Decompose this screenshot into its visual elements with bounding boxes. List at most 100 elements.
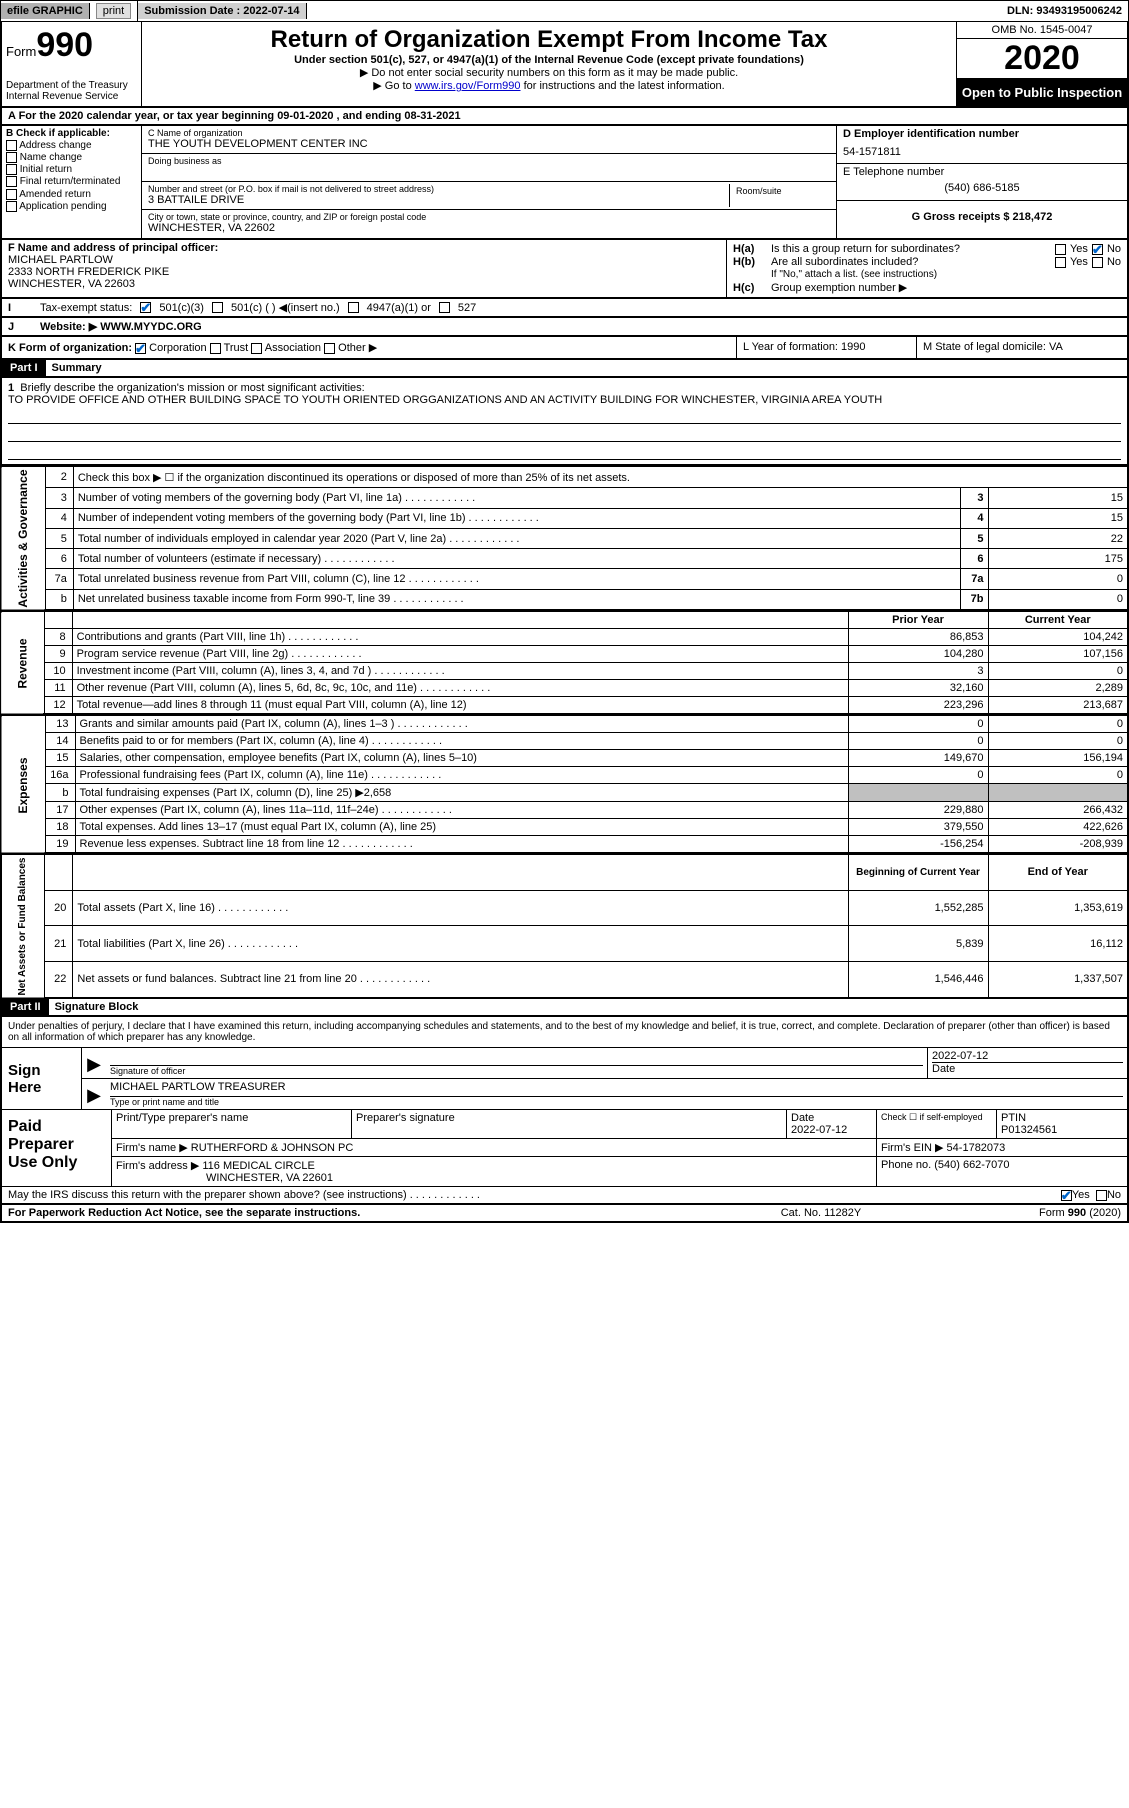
cb-amended-return[interactable]: Amended return [6,189,137,200]
street-value: 3 BATTAILE DRIVE [148,194,729,206]
org-name-cell: C Name of organization THE YOUTH DEVELOP… [142,126,836,154]
officer-addr1: 2333 NORTH FREDERICK PIKE [8,266,720,278]
col-b-header: B Check if applicable: [6,128,137,139]
part-i-header-row: Part I Summary [0,360,1129,378]
cb-501c[interactable] [212,302,223,313]
firm-ein-cell: Firm's EIN ▶ 54-1782073 [877,1139,1127,1156]
header-mid: Return of Organization Exempt From Incom… [142,22,957,106]
part-ii-header-row: Part II Signature Block [0,999,1129,1017]
firm-addr-cell: Firm's address ▶ 116 MEDICAL CIRCLE WINC… [112,1157,877,1186]
subtitle-3: ▶ Go to www.irs.gov/Form990 for instruct… [150,79,948,92]
cb-application-pending[interactable]: Application pending [6,201,137,212]
header-right: OMB No. 1545-0047 2020 Open to Public In… [957,22,1127,106]
cb-name-change[interactable]: Name change [6,152,137,163]
cb-501c3[interactable] [140,302,151,313]
dln-label: DLN: 93493195006242 [1001,3,1128,19]
address-row: Number and street (or P.O. box if mail i… [142,182,836,210]
ha-text: Is this a group return for subordinates? [771,243,1051,255]
cb-4947[interactable] [348,302,359,313]
q2-text: Check this box ▶ ☐ if the organization d… [73,467,1128,488]
header-left: Form990 Department of the Treasury Inter… [2,22,142,106]
part-ii-badge: Part II [2,999,49,1015]
sig-date-field: 2022-07-12 Date [927,1048,1127,1078]
city-label: City or town, state or province, country… [148,212,830,222]
expenses-table: Expenses 13Grants and similar amounts pa… [0,715,1129,854]
tel-value: (540) 686-5185 [843,182,1121,194]
room-cell: Room/suite [730,184,830,207]
preparer-sig-cell[interactable]: Preparer's signature [352,1110,787,1138]
gross-receipts: G Gross receipts $ 218,472 [843,211,1121,223]
open-public-badge: Open to Public Inspection [957,79,1127,106]
ein-cell: D Employer identification number 54-1571… [837,126,1127,164]
beg-year-header: Beginning of Current Year [848,855,988,891]
hc-label: H(c) [733,282,767,294]
officer-signature-field[interactable]: Signature of officer [106,1048,927,1078]
org-name-label: C Name of organization [148,128,830,138]
ein-label: D Employer identification number [843,128,1121,140]
governance-table: Activities & Governance 2 Check this box… [0,466,1129,611]
vert-governance: Activities & Governance [1,467,45,611]
paid-preparer-label: Paid Preparer Use Only [2,1110,112,1186]
discuss-yes-checkbox[interactable] [1061,1190,1072,1201]
vert-expenses: Expenses [1,716,46,854]
cb-other[interactable] [324,343,335,354]
col-l-year: L Year of formation: 1990 [737,337,917,358]
cb-527[interactable] [439,302,450,313]
dba-label: Doing business as [148,156,830,166]
current-year-header: Current Year [988,612,1128,629]
officer-addr2: WINCHESTER, VA 22603 [8,278,720,290]
org-name-value: THE YOUTH DEVELOPMENT CENTER INC [148,138,830,150]
self-employed-cell[interactable]: Check ☐ if self-employed [877,1110,997,1138]
omb-number: OMB No. 1545-0047 [957,22,1127,39]
ein-value: 54-1571811 [843,146,1121,158]
ha-yes-checkbox[interactable] [1055,244,1066,255]
discuss-no-checkbox[interactable] [1096,1190,1107,1201]
penalty-statement: Under penalties of perjury, I declare th… [2,1017,1127,1048]
page-footer: For Paperwork Reduction Act Notice, see … [0,1205,1129,1223]
hb-note: If "No," attach a list. (see instruction… [733,269,1121,280]
tax-status-label: Tax-exempt status: [40,302,132,314]
row-klm: K Form of organization: Corporation Trus… [0,337,1129,360]
print-button[interactable]: print [96,3,131,19]
ptin-cell: PTINP01324561 [997,1110,1127,1138]
sig-arrow-icon: ▶ [82,1048,106,1078]
tel-label: E Telephone number [843,166,1121,178]
net-assets-table: Net Assets or Fund Balances Beginning of… [0,854,1129,999]
hb-yes-checkbox[interactable] [1055,257,1066,268]
print-cell: print [90,1,138,21]
col-d-ein-tel: D Employer identification number 54-1571… [837,126,1127,238]
tel-cell: E Telephone number (540) 686-5185 [837,164,1127,202]
submission-date: Submission Date : 2022-07-14 [138,3,306,19]
cb-initial-return[interactable]: Initial return [6,164,137,175]
preparer-date-cell: Date2022-07-12 [787,1110,877,1138]
col-k-form-org: K Form of organization: Corporation Trus… [2,337,737,358]
cb-address-change[interactable]: Address change [6,140,137,151]
city-value: WINCHESTER, VA 22602 [148,222,830,234]
irs-link[interactable]: www.irs.gov/Form990 [415,80,521,92]
subtitle-1: Under section 501(c), 527, or 4947(a)(1)… [150,54,948,66]
col-c-org-info: C Name of organization THE YOUTH DEVELOP… [142,126,837,238]
signature-block: Under penalties of perjury, I declare th… [0,1017,1129,1205]
vert-net-assets: Net Assets or Fund Balances [1,855,45,999]
q1-label: Briefly describe the organization's miss… [20,382,364,394]
section-bcd: B Check if applicable: Address change Na… [0,126,1129,240]
section-fh: F Name and address of principal officer:… [0,240,1129,299]
efile-top-bar: efile GRAPHIC print Submission Date : 20… [0,0,1129,22]
city-cell: City or town, state or province, country… [142,210,836,238]
efile-graphic-label: efile GRAPHIC [1,3,90,19]
mission-block: 1 Briefly describe the organization's mi… [0,378,1129,466]
name-title-field: MICHAEL PARTLOW TREASURER Type or print … [106,1079,1127,1109]
firm-name-cell: Firm's name ▶ RUTHERFORD & JOHNSON PC [112,1139,877,1156]
form-header: Form990 Department of the Treasury Inter… [0,22,1129,108]
hb-no-checkbox[interactable] [1092,257,1103,268]
website-text: Website: ▶ WWW.MYYDC.ORG [40,320,202,333]
cb-trust[interactable] [210,343,221,354]
col-b-checkboxes: B Check if applicable: Address change Na… [2,126,142,238]
cb-corporation[interactable] [135,343,146,354]
cb-final-return[interactable]: Final return/terminated [6,176,137,187]
part-i-badge: Part I [2,360,46,376]
cb-association[interactable] [251,343,262,354]
hb-text: Are all subordinates included? [771,256,1051,268]
gross-cell: G Gross receipts $ 218,472 [837,201,1127,238]
ha-no-checkbox[interactable] [1092,244,1103,255]
